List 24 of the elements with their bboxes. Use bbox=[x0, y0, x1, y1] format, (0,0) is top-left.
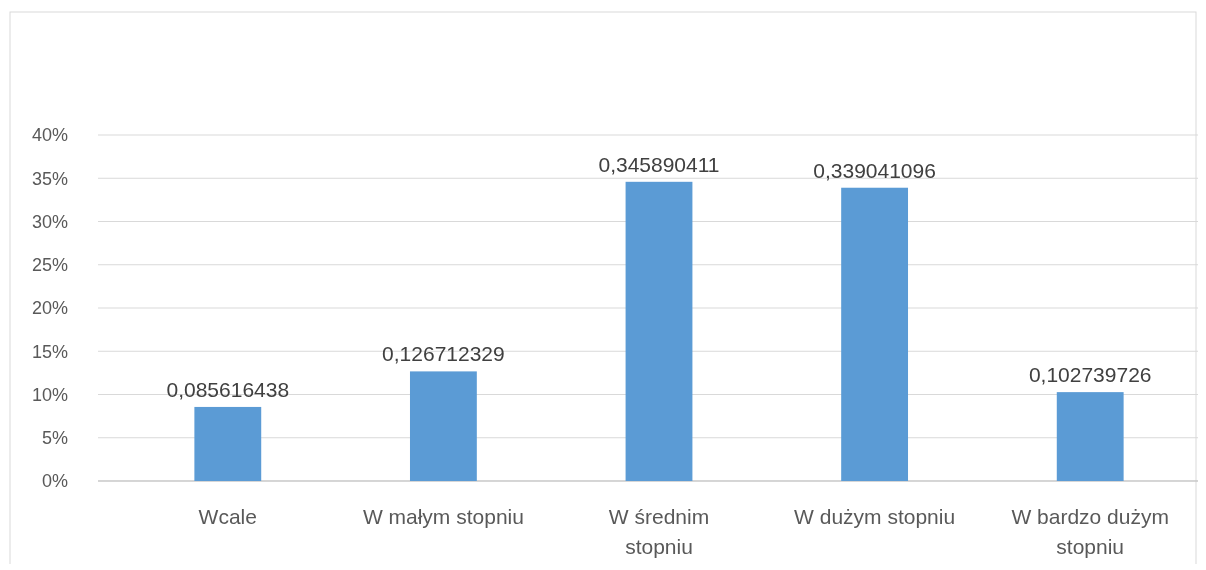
y-tick-label: 10% bbox=[31, 384, 68, 405]
y-tick-label: 35% bbox=[31, 168, 68, 189]
data-label: 0,339041096 bbox=[813, 158, 936, 182]
y-tick-label: 5% bbox=[41, 428, 68, 449]
x-tick-label: W średnim stopniu bbox=[608, 505, 710, 558]
y-tick-label: 30% bbox=[31, 211, 68, 232]
y-tick-label: 40% bbox=[31, 125, 68, 146]
data-label: 0,102739726 bbox=[1028, 363, 1152, 387]
data-label: 0,345890411 bbox=[598, 152, 720, 176]
y-tick-label: 25% bbox=[31, 255, 68, 276]
bar bbox=[841, 187, 909, 481]
bar bbox=[409, 371, 477, 481]
bar bbox=[625, 181, 693, 481]
x-tick-label: W małym stopniu bbox=[362, 505, 524, 528]
y-tick-label: 0% bbox=[41, 471, 68, 492]
y-tick-label: 20% bbox=[31, 298, 68, 319]
bar bbox=[1056, 392, 1124, 481]
bar bbox=[194, 406, 262, 481]
y-tick-label: 15% bbox=[31, 341, 68, 362]
x-tick-label: W dużym stopniu bbox=[794, 505, 956, 528]
data-label: 0,085616438 bbox=[166, 377, 290, 401]
data-label: 0,126712329 bbox=[382, 342, 505, 366]
x-tick-label: W bardzo dużym stopniu bbox=[1011, 505, 1169, 558]
x-tick-label: Wcale bbox=[198, 505, 257, 528]
